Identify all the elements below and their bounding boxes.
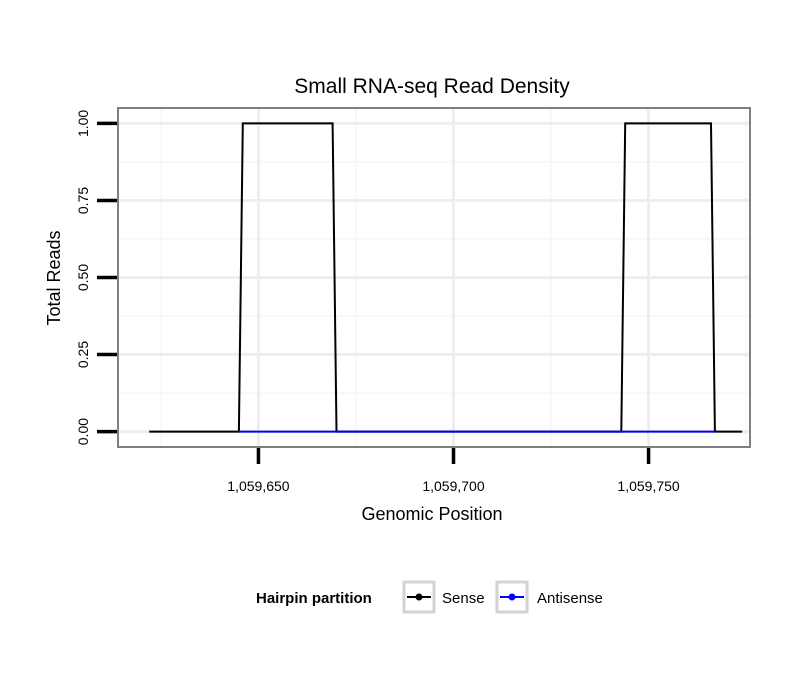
y-tick-label: 0.00	[75, 418, 91, 445]
plot-panel	[117, 107, 751, 448]
y-tick-label: 0.50	[75, 264, 91, 291]
legend-key-point	[415, 593, 423, 601]
x-tick-label: 1,059,750	[617, 478, 679, 494]
legend-items: Sense Antisense	[402, 580, 603, 614]
axes: 0.00 0.25 0.50 0.75 1.00 1,059,650 1,059,700 1,…	[75, 110, 680, 494]
x-tick-label: 1,059,700	[422, 478, 484, 494]
y-axis-label: Total Reads	[44, 230, 64, 325]
legend: Hairpin partition Sense Antisense	[256, 580, 603, 614]
legend-key-point	[508, 593, 516, 601]
legend-label: Sense	[442, 590, 485, 607]
legend-label: Antisense	[537, 590, 603, 607]
x-tick-label: 1,059,650	[227, 478, 289, 494]
y-tick-label: 0.25	[75, 341, 91, 368]
gridlines	[118, 108, 750, 447]
legend-title: Hairpin partition	[256, 590, 372, 607]
y-tick-label: 1.00	[75, 110, 91, 137]
legend-item-antisense: Antisense	[495, 580, 603, 614]
x-axis-label: Genomic Position	[361, 504, 502, 524]
legend-item-sense: Sense	[402, 580, 485, 614]
chart-title: Small RNA-seq Read Density	[294, 75, 570, 98]
y-tick-label: 0.75	[75, 187, 91, 214]
series-layer	[149, 122, 743, 433]
